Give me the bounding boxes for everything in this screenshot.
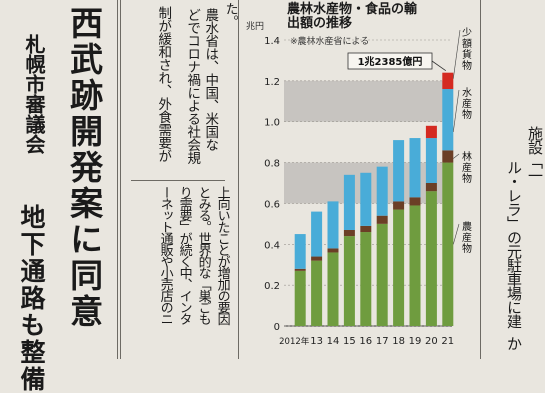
- legend-leader: [453, 153, 460, 159]
- bar-segment: [442, 89, 454, 151]
- body-divider: [131, 180, 225, 181]
- bar-segment: [376, 215, 388, 224]
- x-tick-label: 17: [376, 336, 389, 347]
- x-tick-label: 18: [392, 336, 405, 347]
- body-text-line: 上向いたことが増加の要因: [214, 186, 230, 324]
- bar-segment: [294, 268, 306, 271]
- legend-label: 水産物: [462, 87, 472, 121]
- legend-label: 農産物: [462, 220, 472, 255]
- bar-segment: [442, 72, 454, 90]
- bar-segment: [425, 183, 437, 192]
- x-tick-label: 21: [441, 336, 454, 347]
- body-text-line: とみる。世界的な「巣ごも: [195, 186, 211, 324]
- x-tick-label: 15: [343, 336, 356, 347]
- bar-segment: [409, 197, 421, 206]
- legend-leader: [453, 223, 460, 245]
- y-tick-label: 0.4: [264, 240, 280, 251]
- y-tick-label: 0.2: [264, 281, 280, 292]
- bar-segment: [343, 236, 355, 326]
- bar-segment: [425, 125, 437, 139]
- bar-segment: [327, 252, 339, 326]
- bar-segment: [409, 138, 421, 198]
- chart-source: ※農林水産省による: [290, 37, 370, 47]
- bar-segment: [393, 140, 405, 202]
- right-article-text: か: [505, 336, 523, 351]
- bar-segment: [425, 191, 437, 326]
- body-text-line: どでコロナ禍による社会規: [184, 8, 201, 164]
- chart-title: 農林水産物・食品の輸出額の推移: [287, 2, 418, 31]
- body-text-line: 制が緩和され、外食需要が: [155, 6, 172, 162]
- x-tick-label: 16: [359, 336, 372, 347]
- bar-segment: [376, 166, 388, 216]
- y-tick-label: 0: [274, 322, 280, 333]
- column-divider: [117, 0, 118, 359]
- annotation-label: 1兆2385億円: [358, 55, 423, 68]
- bar-segment: [360, 225, 372, 233]
- right-article-text: 施設「一: [526, 126, 544, 182]
- column-divider: [120, 0, 121, 359]
- body-text-line: 農水省は、中国、米国な: [202, 8, 219, 151]
- bar-segment: [311, 211, 323, 257]
- column-divider: [480, 0, 481, 359]
- y-tick-label: 0.8: [264, 159, 280, 170]
- bar-segment: [327, 201, 339, 249]
- bar-segment: [343, 229, 355, 237]
- body-text-line: ーネット通販や小売店のニ: [157, 186, 173, 324]
- bar-segment: [360, 232, 372, 326]
- column-divider: [238, 0, 239, 359]
- bar-segment: [442, 150, 454, 163]
- legend-leader: [453, 89, 460, 132]
- bar-segment: [343, 174, 355, 230]
- annotation-leader: [431, 60, 447, 72]
- right-article-text: ル・レラ」の元駐車場に建: [505, 160, 523, 328]
- bar-segment: [376, 223, 388, 326]
- x-tick-label: 19: [409, 336, 422, 347]
- bar-segment: [294, 234, 306, 269]
- bar-segment: [393, 201, 405, 210]
- legend-leader: [453, 29, 461, 79]
- chart-plot: 0 0.2 0.4 0.6 0.8 1.0 1.2 1.4 2012年 13 14 15 16 17 18…: [264, 27, 472, 347]
- article-subhead-bottom: 地下通路も整備: [17, 204, 46, 393]
- x-tick-label: 20: [425, 336, 438, 347]
- x-tick-label: 2012年: [279, 336, 310, 347]
- bar-segment: [311, 260, 323, 326]
- body-text-line: り需要」が続く中、インタ: [176, 186, 192, 324]
- bar-segment: [360, 172, 372, 226]
- legend-label: 林産物: [462, 150, 472, 185]
- body-text-line: た。: [222, 2, 238, 28]
- article-headline: 西武跡開発案に同意: [64, 6, 104, 330]
- bar-segment: [311, 256, 323, 261]
- y-tick-label: 1.0: [264, 118, 280, 129]
- y-tick-label: 0.6: [264, 199, 280, 210]
- bar-segment: [425, 138, 437, 183]
- x-tick-label: 13: [310, 336, 323, 347]
- article-subhead-top: 札幌市審議会: [22, 34, 46, 154]
- bar-segment: [294, 270, 306, 326]
- bar-segment: [327, 248, 339, 253]
- bar-segment: [442, 162, 454, 326]
- bar-segment: [393, 209, 405, 326]
- chart-band: [284, 80, 452, 122]
- chart-y-unit: 兆円: [246, 22, 265, 32]
- x-tick-label: 14: [327, 336, 340, 347]
- legend-label: 少額貨物: [462, 27, 472, 72]
- bar-segment: [409, 205, 421, 326]
- y-tick-label: 1.4: [264, 36, 280, 47]
- y-tick-label: 1.2: [264, 77, 280, 88]
